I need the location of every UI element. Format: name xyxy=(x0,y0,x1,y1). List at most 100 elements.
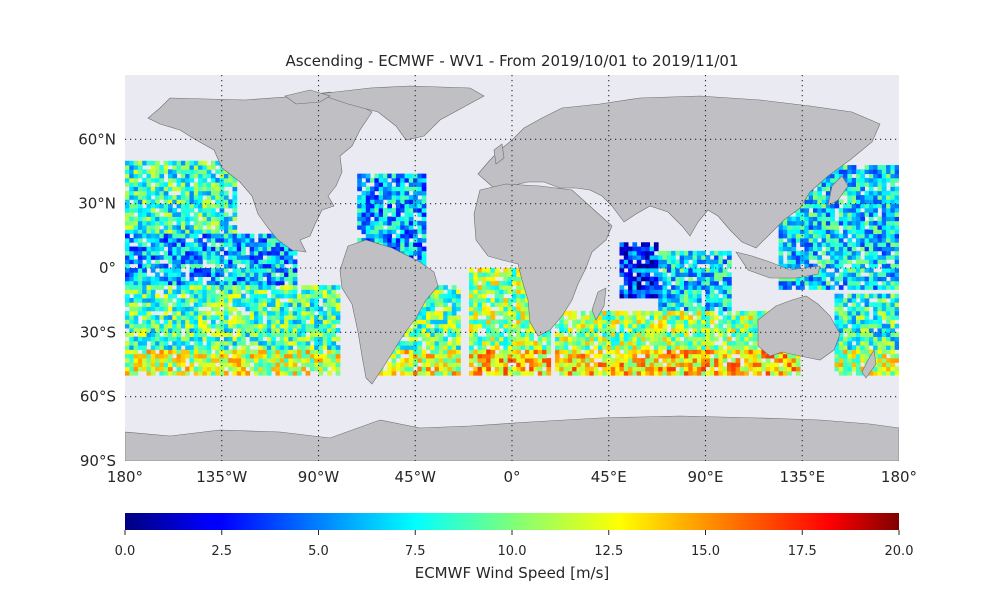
wind-cell xyxy=(838,259,844,265)
wind-cell xyxy=(847,276,853,282)
wind-cell xyxy=(494,272,500,277)
wind-cell xyxy=(232,362,238,368)
wind-cell xyxy=(275,340,281,346)
wind-cell xyxy=(275,302,281,307)
wind-cell xyxy=(249,353,255,359)
wind-cell xyxy=(146,306,152,312)
wind-cell xyxy=(838,212,844,217)
wind-cell xyxy=(189,165,195,170)
wind-cell xyxy=(189,276,195,282)
wind-cell xyxy=(782,358,788,363)
wind-cell xyxy=(649,362,655,368)
wind-cell xyxy=(232,276,238,282)
wind-cell xyxy=(146,293,152,299)
wind-cell xyxy=(206,169,212,175)
wind-cell xyxy=(752,315,758,320)
wind-cell xyxy=(266,285,272,290)
wind-cell xyxy=(142,285,147,290)
wind-cell xyxy=(254,268,259,273)
wind-cell xyxy=(236,255,242,260)
wind-cell xyxy=(739,370,745,376)
wind-cell xyxy=(886,237,891,243)
wind-cell xyxy=(275,323,281,329)
wind-cell xyxy=(215,169,220,175)
wind-cell xyxy=(185,349,190,355)
wind-cell xyxy=(825,285,831,290)
wind-cell xyxy=(572,340,577,346)
wind-cell xyxy=(512,298,517,303)
wind-cell xyxy=(275,237,281,243)
wind-cell xyxy=(864,293,870,299)
wind-cell xyxy=(619,345,625,350)
wind-cell xyxy=(851,302,857,307)
map-panel xyxy=(125,75,899,461)
wind-cell xyxy=(125,169,130,175)
wind-cell xyxy=(864,280,870,286)
wind-cell xyxy=(838,246,844,252)
wind-cell xyxy=(679,362,685,368)
wind-cell xyxy=(856,255,861,260)
wind-cell xyxy=(421,186,427,192)
wind-cell xyxy=(843,173,848,179)
wind-cell xyxy=(438,332,444,338)
wind-cell xyxy=(434,353,440,359)
wind-cell xyxy=(787,233,792,239)
wind-cell xyxy=(223,216,229,222)
wind-cell xyxy=(137,362,143,368)
wind-cell xyxy=(305,306,311,312)
colorbar-tick-label: 10.0 xyxy=(498,544,527,559)
wind-cell xyxy=(886,332,891,338)
wind-cell xyxy=(653,336,659,342)
wind-cell xyxy=(185,225,190,230)
wind-cell xyxy=(696,280,702,286)
wind-cell xyxy=(533,349,539,355)
wind-cell xyxy=(322,362,328,368)
wind-cell xyxy=(722,336,728,342)
wind-cell xyxy=(374,212,380,217)
wind-cell xyxy=(129,370,134,376)
wind-cell xyxy=(507,310,513,316)
wind-cell xyxy=(206,190,212,196)
wind-cell xyxy=(868,255,874,260)
wind-cell xyxy=(727,328,732,333)
wind-cell xyxy=(202,242,208,247)
wind-cell xyxy=(847,315,853,320)
wind-cell xyxy=(886,173,891,179)
wind-cell xyxy=(215,272,220,277)
wind-cell xyxy=(163,255,169,260)
wind-cell xyxy=(808,233,814,239)
wind-cell xyxy=(129,276,134,282)
wind-cell xyxy=(709,259,715,265)
wind-cell xyxy=(787,353,792,359)
wind-cell xyxy=(404,203,410,209)
wind-cell xyxy=(864,177,870,183)
wind-cell xyxy=(675,315,681,320)
wind-cell xyxy=(168,319,173,325)
wind-cell xyxy=(851,332,857,338)
wind-cell xyxy=(636,370,642,376)
wind-cell xyxy=(782,280,788,286)
wind-cell xyxy=(378,173,384,179)
wind-cell xyxy=(589,358,595,363)
wind-cell xyxy=(387,370,392,376)
wind-cell xyxy=(408,220,414,226)
wind-cell xyxy=(890,182,896,187)
wind-cell xyxy=(684,323,689,329)
wind-cell xyxy=(421,182,427,187)
wind-cell xyxy=(129,336,134,342)
wind-cell xyxy=(159,169,165,175)
wind-cell xyxy=(868,220,874,226)
wind-cell xyxy=(748,319,754,325)
wind-cell xyxy=(275,276,281,282)
wind-cell xyxy=(843,340,848,346)
wind-cell xyxy=(856,173,861,179)
wind-cell xyxy=(254,285,259,290)
wind-cell xyxy=(873,332,878,338)
wind-cell xyxy=(675,280,681,286)
wind-cell xyxy=(469,272,474,277)
wind-cell xyxy=(456,323,461,329)
wind-cell xyxy=(894,302,899,307)
wind-cell xyxy=(817,190,822,196)
wind-cell xyxy=(223,323,229,329)
wind-cell xyxy=(834,302,840,307)
